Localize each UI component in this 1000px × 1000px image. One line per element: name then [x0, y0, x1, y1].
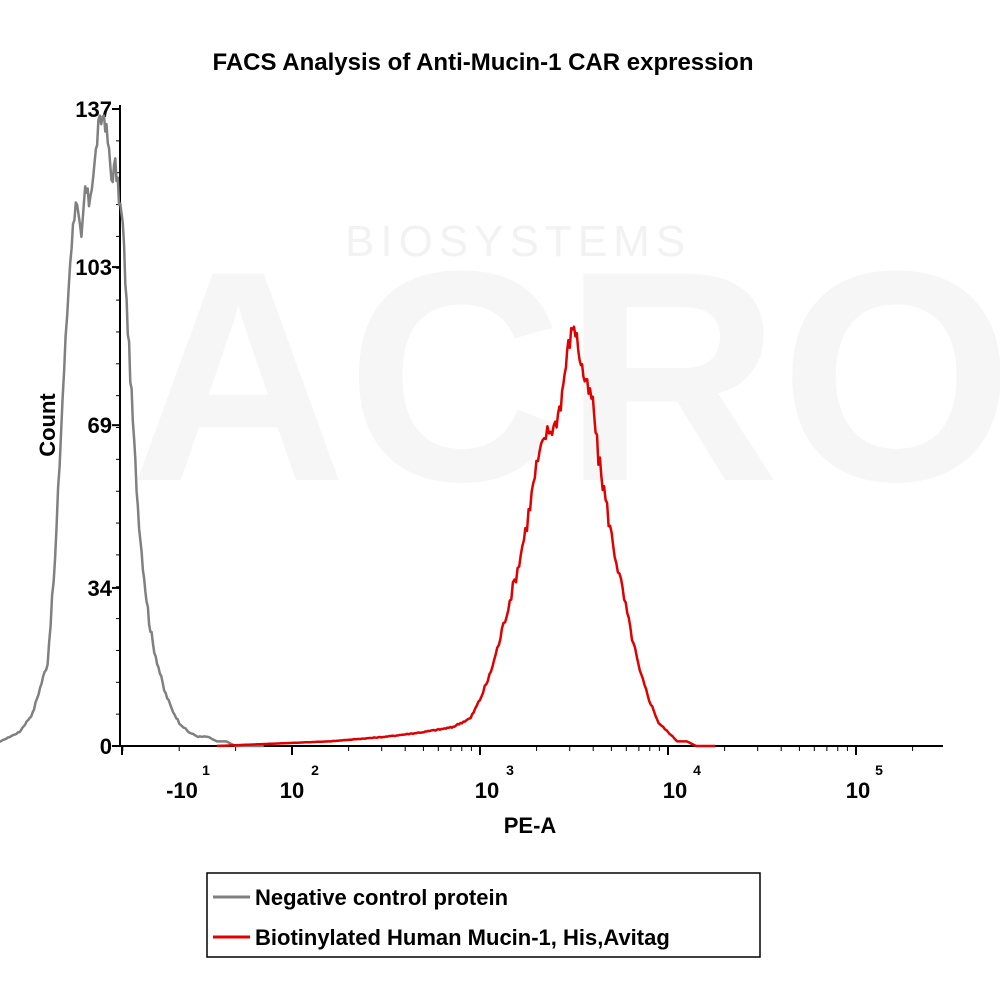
x-tick-label-exponent: 5 [875, 762, 883, 778]
x-tick-label-base: 10 [846, 778, 870, 803]
y-axis-major-ticks [112, 108, 120, 747]
legend: Negative control protein Biotinylated Hu… [206, 872, 761, 958]
y-tick-label: 69 [88, 413, 112, 438]
series-line-negative-control [0, 114, 264, 748]
y-tick-label: 103 [75, 255, 112, 280]
x-tick-label-base: 10 [475, 778, 499, 803]
legend-box [206, 872, 761, 958]
x-tick-label-base: -10 [166, 778, 198, 803]
x-tick-label-exponent: 1 [202, 762, 210, 778]
x-tick-label-base: 10 [663, 778, 687, 803]
x-tick-label-base: 10 [280, 778, 304, 803]
watermark: ACRO BIOSYSTEMS [130, 208, 1000, 544]
y-tick-label: 0 [100, 734, 112, 759]
x-axis-major-ticks [121, 746, 857, 755]
watermark-subtext: BIOSYSTEMS [345, 217, 691, 266]
legend-label-mucin-1: Biotinylated Human Mucin-1, His,Avitag [255, 925, 670, 950]
legend-label-negative-control: Negative control protein [255, 885, 508, 910]
series-line-mucin-1 [216, 325, 715, 748]
x-axis-title: PE-A [504, 813, 557, 838]
x-tick-label-exponent: 4 [693, 762, 701, 778]
chart-title: FACS Analysis of Anti-Mucin-1 CAR expres… [213, 49, 754, 76]
x-tick-label-exponent: 2 [311, 762, 319, 778]
x-tick-label-exponent: 3 [506, 762, 514, 778]
y-axis-title: Count [35, 393, 60, 457]
y-tick-label: 34 [88, 576, 113, 601]
y-tick-label: 137 [75, 97, 112, 122]
